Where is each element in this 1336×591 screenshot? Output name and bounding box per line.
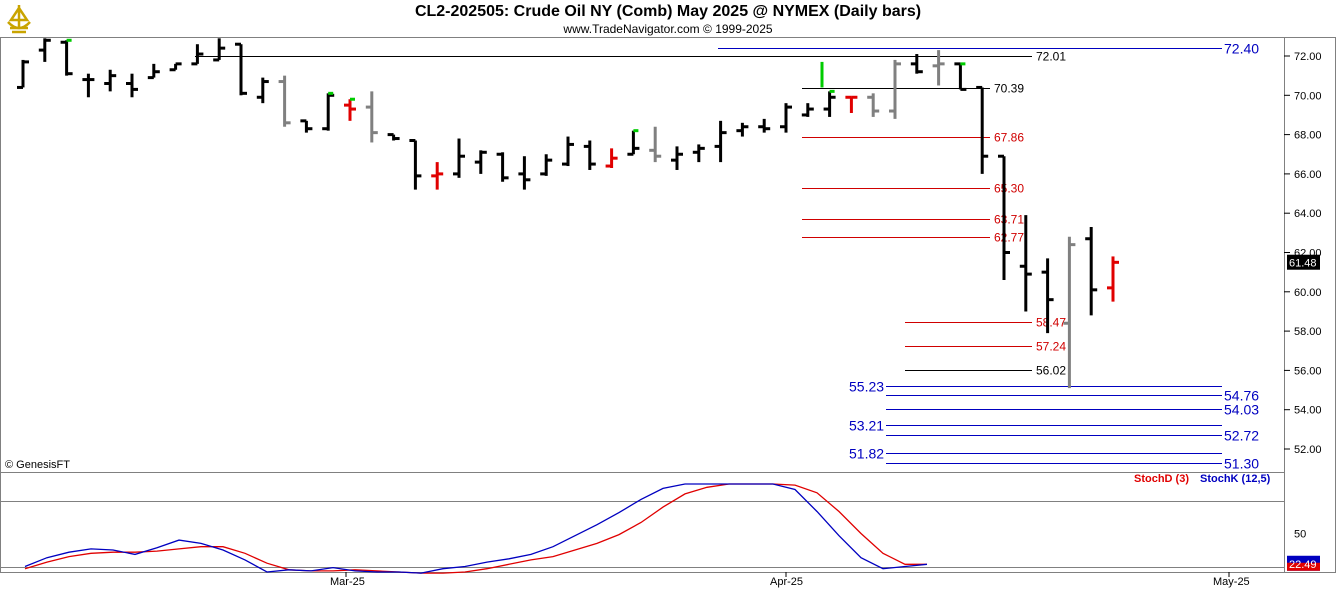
- x-tick-label: Mar-25: [330, 576, 365, 588]
- stoch-last-label: 22.49: [1289, 559, 1317, 571]
- price-tick-label: 72.00: [1294, 51, 1322, 63]
- level-label: 56.02: [1036, 364, 1066, 378]
- price-tick-label: 60.00: [1294, 287, 1322, 299]
- price-tick-label: 56.00: [1294, 365, 1322, 377]
- projection-label: 54.03: [1224, 402, 1259, 418]
- price-tick-label: 66.00: [1294, 169, 1322, 181]
- projection-label: 53.21: [849, 418, 884, 434]
- level-label: 72.01: [1036, 50, 1066, 64]
- stoch-series-line: [24, 483, 927, 574]
- projection-label: 54.76: [1224, 388, 1259, 404]
- projection-label: 51.30: [1224, 456, 1259, 472]
- projection-label: 51.82: [849, 446, 884, 462]
- level-label: 62.77: [994, 231, 1024, 245]
- chart-title: CL2-202505: Crude Oil NY (Comb) May 2025…: [414, 3, 922, 20]
- genesis-copyright: © GenesisFT: [5, 459, 70, 471]
- stoch-last-box-lower: [1287, 562, 1320, 571]
- tradenavigator-logo-icon: [2, 2, 36, 36]
- stoch-series-line: [24, 483, 928, 574]
- right-axis-frame: [1284, 37, 1336, 573]
- level-label: 67.86: [994, 131, 1024, 145]
- price-tick-label: 68.00: [1294, 130, 1322, 142]
- level-label: 58.47: [1036, 316, 1066, 330]
- chart-subtitle: www.TradeNavigator.com © 1999-2025: [563, 22, 773, 36]
- stoch-tick-label: 50: [1294, 529, 1306, 541]
- level-label: 63.71: [994, 213, 1024, 227]
- level-label: 70.39: [994, 82, 1024, 96]
- price-tick-label: 64.00: [1294, 208, 1322, 220]
- projection-label: 55.23: [849, 379, 884, 395]
- projection-label: 72.40: [1224, 41, 1259, 57]
- price-tick-label: 70.00: [1294, 90, 1322, 102]
- stoch-panel-frame: [0, 472, 1285, 573]
- stoch-d-legend: StochD (3): [1134, 473, 1189, 485]
- x-tick-label: May-25: [1213, 576, 1250, 588]
- level-label: 65.30: [994, 182, 1024, 196]
- price-tick-label: 54.00: [1294, 405, 1322, 417]
- last-price-label: 61.48: [1289, 258, 1317, 270]
- level-label: 57.24: [1036, 340, 1066, 354]
- projection-label: 52.72: [1224, 428, 1259, 444]
- last-price-box: [1287, 254, 1320, 270]
- price-tick-label: 58.00: [1294, 326, 1322, 338]
- x-tick-label: Apr-25: [770, 576, 803, 588]
- price-tick-label: 52.00: [1294, 444, 1322, 456]
- stoch-k-legend: StochK (12,5): [1200, 473, 1271, 485]
